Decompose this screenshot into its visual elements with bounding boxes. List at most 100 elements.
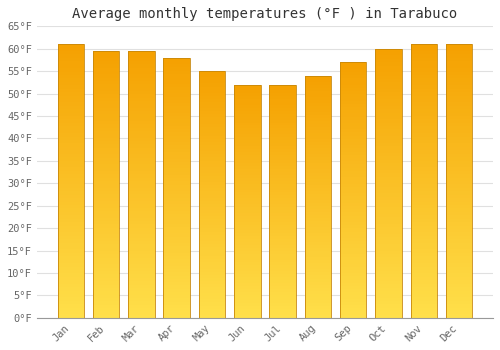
Bar <box>446 154 472 157</box>
Bar <box>93 221 120 224</box>
Bar <box>198 315 225 318</box>
Bar <box>234 306 260 309</box>
Bar <box>340 254 366 257</box>
Bar <box>164 250 190 253</box>
Bar <box>58 215 84 219</box>
Bar <box>93 228 120 231</box>
Bar <box>58 267 84 270</box>
Bar <box>270 184 296 187</box>
Bar <box>58 68 84 72</box>
Bar <box>304 151 331 154</box>
Bar <box>446 78 472 82</box>
Bar <box>164 175 190 178</box>
Bar <box>375 146 402 150</box>
Bar <box>270 298 296 300</box>
Bar <box>410 243 437 246</box>
Bar <box>304 294 331 297</box>
Bar <box>234 268 260 271</box>
Bar <box>340 100 366 104</box>
Bar <box>446 225 472 229</box>
Bar <box>234 134 260 137</box>
Bar <box>410 277 437 280</box>
Bar <box>340 190 366 193</box>
Bar <box>128 104 154 108</box>
Bar <box>234 248 260 251</box>
Bar <box>375 257 402 261</box>
Bar <box>270 190 296 193</box>
Bar <box>58 140 84 143</box>
Bar <box>93 98 120 101</box>
Bar <box>270 280 296 283</box>
Bar <box>234 262 260 265</box>
Bar <box>58 157 84 161</box>
Bar <box>410 61 437 65</box>
Bar <box>128 128 154 131</box>
Bar <box>164 58 190 318</box>
Bar <box>340 283 366 286</box>
Bar <box>128 251 154 254</box>
Bar <box>270 175 296 178</box>
Bar <box>340 222 366 225</box>
Bar <box>410 198 437 202</box>
Bar <box>375 271 402 274</box>
Bar <box>128 64 154 68</box>
Bar <box>164 178 190 181</box>
Bar <box>410 161 437 164</box>
Bar <box>446 243 472 246</box>
Bar <box>128 114 154 118</box>
Bar <box>58 225 84 229</box>
Bar <box>375 291 402 294</box>
Bar <box>58 58 84 61</box>
Bar <box>270 268 296 271</box>
Bar <box>198 287 225 290</box>
Bar <box>198 151 225 154</box>
Bar <box>164 282 190 285</box>
Bar <box>270 149 296 152</box>
Bar <box>164 256 190 259</box>
Bar <box>198 284 225 287</box>
Bar <box>340 225 366 228</box>
Bar <box>410 92 437 96</box>
Bar <box>198 145 225 148</box>
Bar <box>446 205 472 208</box>
Bar <box>340 113 366 117</box>
Bar <box>304 142 331 145</box>
Bar <box>58 229 84 232</box>
Bar <box>270 260 296 262</box>
Bar <box>58 298 84 301</box>
Bar <box>340 184 366 187</box>
Bar <box>410 65 437 68</box>
Bar <box>198 179 225 182</box>
Bar <box>234 88 260 90</box>
Bar <box>198 111 225 114</box>
Bar <box>58 243 84 246</box>
Bar <box>198 207 225 210</box>
Bar <box>375 49 402 318</box>
Bar <box>446 133 472 136</box>
Bar <box>340 78 366 81</box>
Bar <box>128 308 154 311</box>
Bar <box>375 156 402 160</box>
Bar <box>164 197 190 201</box>
Bar <box>304 100 331 103</box>
Bar <box>446 301 472 304</box>
Bar <box>164 162 190 165</box>
Bar <box>446 267 472 270</box>
Bar <box>340 299 366 302</box>
Bar <box>93 168 120 171</box>
Bar <box>270 96 296 99</box>
Bar <box>164 80 190 84</box>
Bar <box>304 91 331 94</box>
Bar <box>164 211 190 214</box>
Bar <box>375 308 402 311</box>
Bar <box>270 195 296 198</box>
Bar <box>93 251 120 254</box>
Bar <box>375 79 402 82</box>
Bar <box>270 277 296 280</box>
Bar <box>164 272 190 275</box>
Bar <box>93 51 120 54</box>
Bar <box>410 164 437 167</box>
Bar <box>234 286 260 289</box>
Bar <box>340 110 366 113</box>
Bar <box>128 98 154 101</box>
